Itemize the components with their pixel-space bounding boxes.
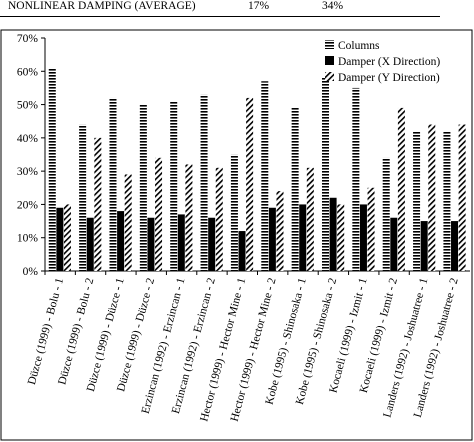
bar-damper-x-direction	[451, 221, 459, 271]
bar-damper-y-direction	[276, 191, 284, 271]
bar-columns	[321, 77, 329, 271]
bar-columns	[200, 94, 208, 271]
bar-damper-y-direction	[246, 97, 254, 272]
y-tick-label: 10%	[17, 233, 39, 245]
legend-label: Damper (Y Direction)	[338, 72, 440, 84]
bar-damper-y-direction	[367, 187, 375, 271]
summary-value-1: 17%	[248, 0, 270, 12]
bar-damper-y-direction	[337, 204, 345, 271]
bar-damper-y-direction	[124, 174, 132, 271]
y-tick-label: 30%	[17, 166, 39, 178]
bar-damper-y-direction	[397, 107, 405, 272]
bar-damper-y-direction	[428, 124, 436, 272]
bar-damper-x-direction	[56, 207, 64, 271]
bar-damper-x-direction	[329, 197, 337, 271]
y-tick-label: 40%	[17, 133, 39, 145]
bar-columns	[230, 154, 238, 271]
summary-header-row: NONLINEAR DAMPING (AVERAGE) 17% 34%	[0, 0, 440, 17]
bar-damper-y-direction	[155, 157, 163, 271]
bar-damper-x-direction	[420, 221, 428, 271]
legend-swatch	[325, 40, 334, 49]
bar-damper-x-direction	[177, 214, 185, 271]
bar-damper-x-direction	[359, 204, 367, 271]
bar-columns	[109, 97, 117, 272]
bar-damper-x-direction	[238, 231, 246, 271]
bar-damper-x-direction	[117, 211, 125, 271]
bar-damper-y-direction	[458, 124, 466, 272]
bar-columns	[443, 131, 451, 271]
y-tick-label: 20%	[17, 199, 39, 211]
bar-damper-y-direction	[215, 167, 223, 271]
legend-swatch	[325, 72, 334, 81]
bar-damper-x-direction	[268, 207, 276, 271]
summary-value-2: 34%	[322, 0, 344, 12]
bar-damper-x-direction	[299, 204, 307, 271]
chart-border	[0, 29, 473, 441]
y-tick-label: 70%	[17, 33, 39, 45]
bar-damper-y-direction	[63, 204, 71, 271]
bar-columns	[261, 81, 269, 272]
y-tick-label: 60%	[17, 66, 39, 78]
bar-damper-y-direction	[94, 137, 102, 271]
bar-columns	[413, 131, 421, 271]
bar-columns	[291, 107, 299, 272]
bar-damper-x-direction	[390, 217, 398, 271]
bar-columns	[48, 67, 56, 271]
legend: Columns Damper (X Direction) Damper (Y Dir…	[325, 40, 440, 84]
bar-columns	[352, 87, 360, 271]
bar-columns	[170, 101, 178, 271]
legend-label: Columns	[338, 40, 380, 52]
bar-columns	[382, 157, 390, 271]
bar-damper-y-direction	[306, 167, 314, 271]
bar-columns	[79, 124, 87, 272]
legend-label: Damper (X Direction)	[338, 56, 440, 68]
bar-damper-y-direction	[185, 164, 193, 271]
y-tick-label: 50%	[17, 100, 39, 112]
bar-columns	[139, 104, 147, 271]
y-tick-label: 0%	[23, 266, 39, 278]
bar-damper-x-direction	[86, 217, 94, 271]
bar-damper-x-direction	[208, 217, 216, 271]
legend-swatch	[325, 56, 334, 65]
bar-damper-x-direction	[147, 217, 155, 271]
summary-label: NONLINEAR DAMPING (AVERAGE)	[8, 0, 196, 12]
